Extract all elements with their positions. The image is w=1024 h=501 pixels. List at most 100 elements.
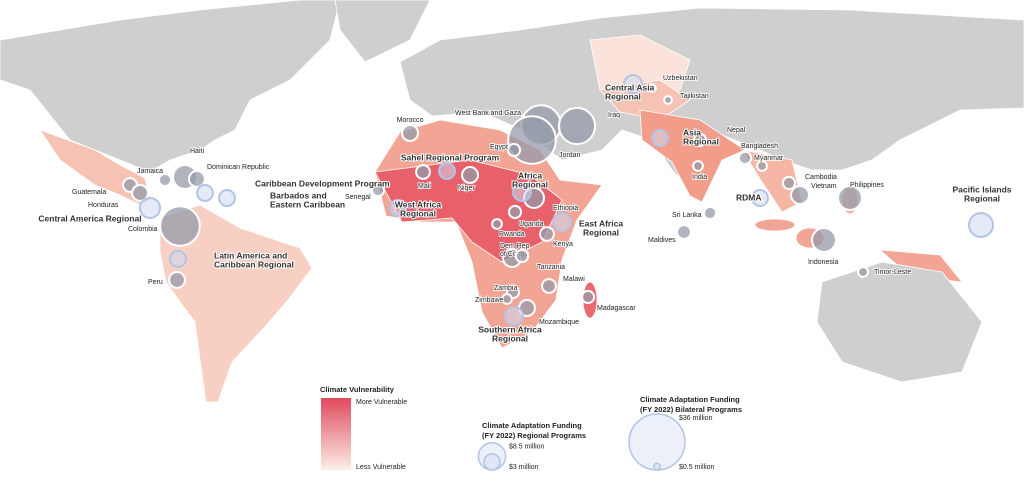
funding-bubble — [401, 124, 419, 142]
funding-bubble — [580, 289, 596, 305]
place-label: Dominican Republic — [207, 164, 270, 171]
funding-bubble — [552, 212, 572, 232]
vulnerability-legend: Climate Vulnerability More Vulnerable Le… — [320, 385, 407, 471]
legend-bubble — [628, 413, 686, 471]
place-label: Central America Regional — [38, 213, 141, 223]
funding-bubble — [196, 184, 214, 202]
place-label: Senegal — [345, 194, 371, 201]
place-label: Mozambique — [539, 319, 579, 326]
funding-bubble — [857, 266, 869, 278]
place-label: Bangladesh — [741, 143, 778, 150]
funding-bubble — [169, 250, 187, 268]
vulnerability-scale — [321, 398, 351, 470]
place-label: Vietnam — [811, 183, 837, 190]
funding-bubble — [501, 293, 513, 305]
place-label: Barbados and — [270, 190, 327, 200]
legend-title: (FY 2022) Regional Programs — [482, 431, 586, 440]
place-label: Morocco — [397, 117, 424, 124]
place-label: Cambodia — [805, 174, 837, 181]
funding-bubble — [438, 162, 456, 180]
funding-bubble — [507, 204, 523, 220]
funding-bubble — [781, 175, 797, 191]
place-label: Maldives — [648, 237, 676, 244]
legend-label: Less Vulnerable — [356, 464, 406, 471]
place-label: Regional — [605, 91, 641, 101]
place-label: Latin America and — [214, 250, 287, 260]
place-label: Asia — [683, 127, 701, 137]
place-label: Central Asia — [605, 82, 655, 92]
place-label: Niger — [458, 185, 475, 192]
place-label: Indonesia — [808, 259, 838, 266]
place-label: Uganda — [519, 221, 544, 228]
funding-bubble — [647, 83, 657, 93]
funding-bubble — [491, 218, 503, 230]
funding-bubble — [157, 172, 173, 188]
funding-bubble — [811, 227, 837, 253]
legend-label: $36 million — [679, 415, 713, 422]
legend-label: $8.5 million — [509, 444, 545, 451]
place-label: Iraq — [608, 112, 620, 119]
funding-bubble — [131, 184, 149, 202]
place-label: Regional — [583, 227, 619, 237]
funding-bubble — [737, 150, 753, 166]
place-label: Mali — [418, 183, 431, 190]
place-label: Tajikistan — [680, 93, 709, 100]
funding-bubble — [539, 226, 555, 242]
funding-bubble — [514, 248, 530, 264]
legend-label: More Vulnerable — [356, 399, 407, 406]
legend-bubble — [483, 453, 501, 471]
place-label: Egypt — [490, 144, 508, 151]
funding-bubble — [651, 129, 669, 147]
funding-bubble — [188, 170, 206, 188]
place-label: Madagascar — [597, 305, 636, 312]
funding-bubble — [218, 189, 236, 207]
place-label: West Bank and Gaza — [455, 110, 521, 117]
place-label: Guatemala — [72, 189, 106, 196]
place-label: Caribbean Regional — [214, 259, 294, 269]
place-label: Honduras — [88, 202, 119, 209]
place-label: India — [692, 174, 707, 181]
place-label: Regional — [492, 333, 528, 343]
funding-bubble — [837, 185, 863, 211]
bubbles: Uzbekistan Tajikistan Nepal Bangladesh Myanm… — [37, 74, 1013, 344]
funding-bubble — [461, 166, 479, 184]
funding-bubble — [415, 164, 431, 180]
funding-bubble — [623, 74, 643, 94]
legend-title: Climate Vulnerability — [320, 385, 395, 394]
funding-bubble — [663, 95, 673, 105]
place-label: Uzbekistan — [663, 75, 698, 82]
funding-bubble — [504, 306, 524, 326]
funding-bubble — [168, 271, 186, 289]
legend-label: $0.5 million — [679, 464, 715, 471]
place-label: Malawi — [563, 276, 585, 283]
place-label: Sri Lanka — [672, 212, 702, 219]
place-label: Eastern Caribbean — [270, 199, 345, 209]
funding-bubble — [370, 182, 386, 198]
legend-title: Climate Adaptation Funding — [482, 421, 582, 430]
place-label: Colombia — [128, 226, 158, 233]
place-label: Myanmar — [754, 155, 784, 162]
funding-bubble — [702, 205, 718, 221]
legend-bubble — [652, 462, 662, 471]
place-label: West Africa — [395, 199, 442, 209]
place-label: Sahel Regional Program — [401, 152, 500, 162]
place-label: Dem Rep — [500, 243, 530, 250]
place-label: Philippines — [850, 182, 884, 189]
place-label: Regional — [683, 136, 719, 146]
place-label: Nepal — [727, 127, 746, 134]
place-label: Jamaica — [137, 168, 163, 175]
place-label: Jordan — [559, 152, 581, 159]
place-label: Africa — [518, 170, 542, 180]
place-label: Kenya — [553, 241, 573, 248]
funding-bubble — [138, 196, 162, 220]
place-label: Zimbawe — [475, 297, 504, 304]
place-label: Regional — [512, 179, 548, 189]
funding-bubble — [541, 278, 557, 294]
funding-bubble — [790, 185, 810, 205]
funding-bubble — [389, 199, 407, 217]
place-label: Caribbean Development Program — [255, 178, 390, 188]
funding-bubble — [756, 160, 768, 172]
place-label: Southern Africa — [478, 324, 542, 334]
place-label: Regional — [400, 208, 436, 218]
